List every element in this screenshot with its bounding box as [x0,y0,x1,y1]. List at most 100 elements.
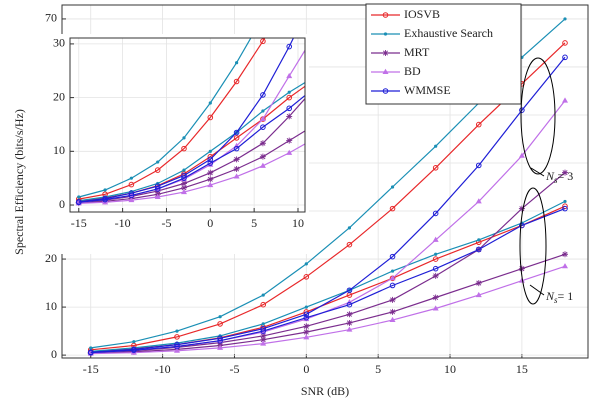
marker [174,343,180,350]
marker [475,198,482,204]
line [78,97,305,203]
marker [346,311,353,318]
x-tick-label: 15 [516,362,528,376]
marker [432,210,439,217]
marker [217,321,223,327]
marker [304,262,308,266]
marker [475,291,482,298]
marker [207,114,214,121]
marker [346,241,353,248]
marker [432,294,439,301]
marker [182,136,186,140]
marker [180,180,187,187]
marker [208,101,212,105]
marker [303,323,310,330]
y-tick-label: 30 [53,36,65,50]
marker [432,272,439,279]
x-axis-label: SNR (dB) [301,384,349,398]
annotation: Ns= 1 [545,289,573,305]
marker [286,113,293,120]
marker [563,17,567,21]
marker [180,184,187,191]
marker [390,185,395,189]
marker [303,311,310,318]
x-tick-label: -5 [229,362,239,376]
marker [389,296,396,303]
marker [434,252,438,256]
marker [131,347,137,354]
marker [260,340,267,346]
marker [261,293,265,297]
marker [233,173,240,179]
marker [286,94,293,101]
y-tick-label: 10 [45,299,57,313]
y-tick-label: 0 [51,347,57,361]
arrow [530,167,545,177]
marker [346,301,353,308]
marker [434,144,438,148]
marker [346,326,353,332]
marker [432,256,439,262]
marker [432,236,439,242]
marker [261,109,265,113]
marker [260,38,266,45]
marker [128,196,135,203]
marker [382,50,389,56]
marker [562,97,569,103]
marker [207,169,214,176]
marker [235,61,239,65]
marker [207,176,214,183]
marker [175,329,179,333]
marker [87,349,94,356]
marker [562,263,569,269]
line [78,81,305,202]
line [90,265,566,355]
marker [260,336,267,343]
marker [389,253,396,260]
marker [207,181,214,188]
line [90,253,566,354]
marker [303,274,310,280]
marker [233,156,240,163]
marker [259,162,266,168]
marker [346,319,353,326]
marker [260,92,266,98]
legend-label: BD [404,64,421,78]
marker [287,90,291,94]
marker [156,160,160,164]
y-tick-label: 0 [59,197,65,211]
marker [217,337,223,344]
marker [432,265,439,272]
marker [182,168,186,172]
marker [129,176,133,180]
marker [518,205,525,212]
marker [128,181,135,188]
x-tick-label: 5 [251,216,257,230]
marker [562,205,568,212]
marker [260,328,267,334]
x-tick-label: 10 [444,362,456,376]
annotation: Ns= 3 [545,169,573,185]
marker [181,175,187,181]
marker [475,162,482,169]
marker [128,192,135,199]
marker [304,305,308,309]
x-tick-label: 10 [292,216,304,230]
x-tick-label: -15 [83,362,99,376]
marker [432,305,439,311]
y-axis-label: Spectral Efficiency (bits/s/Hz) [12,109,26,255]
marker [77,195,81,199]
marker [217,344,224,350]
marker [303,314,310,321]
y-tick-label: 20 [53,89,65,103]
x-tick-label: 5 [375,362,381,376]
marker [207,160,214,166]
marker [382,68,389,74]
marker [475,280,482,287]
line [78,130,305,204]
marker [389,205,396,212]
arrow [529,284,545,296]
marker [286,149,293,155]
marker [389,308,396,315]
